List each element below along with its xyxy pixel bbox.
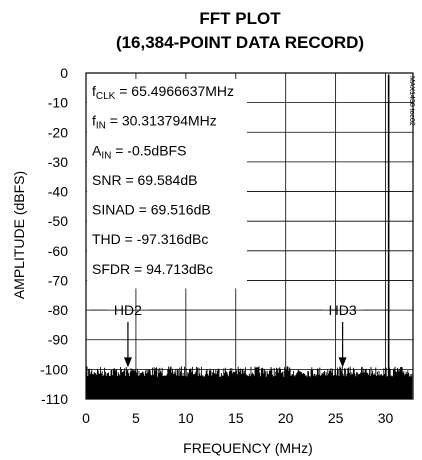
y-tick-label: -30: [48, 154, 68, 170]
figure-id: MAX1438 toc02: [408, 76, 415, 126]
y-tick-labels: 0 -10 -20 -30 -40 -50 -60 -70 -80 -90 -100 -110: [40, 65, 68, 407]
x-tick-labels: 0 5 10 15 20 25 30: [82, 410, 393, 426]
y-tick-label: -100: [40, 361, 68, 377]
y-tick-label: -50: [48, 213, 68, 229]
y-axis-label: AMPLITUDE (dBFS): [11, 171, 27, 299]
y-tick-label: -110: [41, 391, 68, 407]
x-tick-label: 0: [82, 410, 90, 426]
y-tick-label: -80: [48, 302, 68, 318]
y-tick-label: -20: [48, 124, 68, 140]
x-tick-label: 5: [132, 410, 140, 426]
y-tick-label: -60: [48, 243, 68, 259]
parameter-text: fCLK = 65.4966637MHz: [92, 83, 234, 102]
parameter-text: SFDR = 94.713dBc: [92, 261, 213, 277]
harmonic-label: HD3: [329, 302, 357, 318]
x-tick-label: 30: [378, 410, 394, 426]
x-tick-label: 15: [228, 410, 244, 426]
parameter-box: [87, 79, 247, 289]
chart-title: FFT PLOT: [199, 9, 281, 28]
chart-subtitle: (16,384-POINT DATA RECORD): [116, 33, 364, 52]
x-tick-label: 20: [278, 410, 294, 426]
y-tick-label: 0: [60, 65, 68, 81]
harmonic-markers: HD2 HD3: [114, 302, 357, 368]
parameter-text: AIN = -0.5dBFS: [92, 142, 186, 161]
y-tick-label: -10: [48, 95, 68, 111]
parameter-text: THD = -97.316dBc: [92, 231, 208, 247]
noise-floor-bars: [86, 366, 413, 399]
parameter-list: fCLK = 65.4966637MHz fIN = 30.313794MHz AI…: [87, 79, 247, 289]
y-tick-label: -40: [48, 184, 68, 200]
x-axis-label: FREQUENCY (MHz): [183, 440, 313, 456]
harmonic-arrow-head: [123, 357, 132, 368]
y-tick-label: -70: [48, 272, 68, 288]
harmonic-arrow-head: [338, 357, 347, 368]
parameter-text: SNR = 69.584dB: [92, 172, 197, 188]
plot-frame: [85, 72, 414, 400]
y-tick-label: -90: [48, 332, 68, 348]
parameter-text: SINAD = 69.516dB: [92, 202, 211, 218]
x-tick-label: 10: [178, 410, 194, 426]
parameter-text: fIN = 30.313794MHz: [92, 113, 217, 132]
harmonic-label: HD2: [114, 302, 142, 318]
x-tick-label: 25: [328, 410, 344, 426]
noise-floor-series: [86, 366, 413, 399]
